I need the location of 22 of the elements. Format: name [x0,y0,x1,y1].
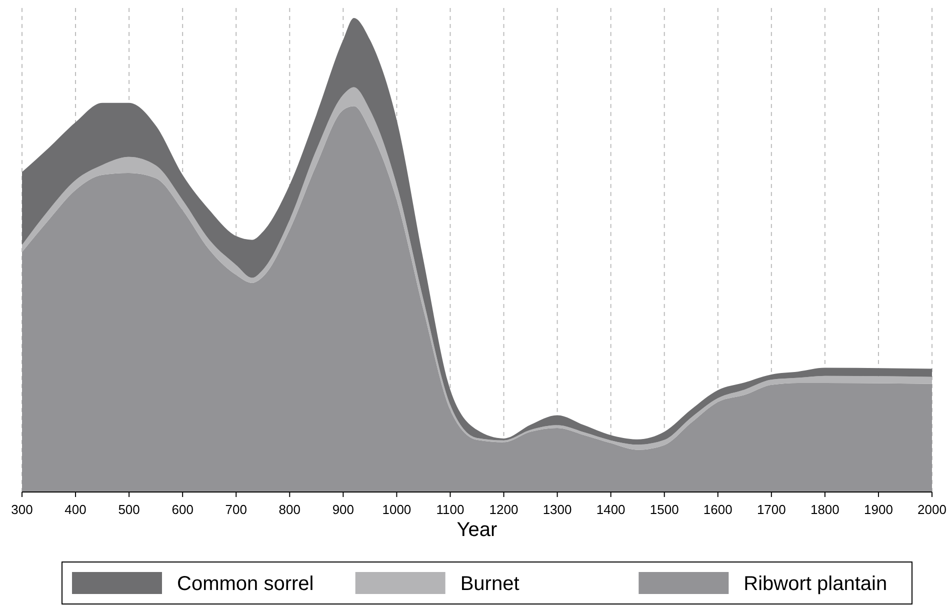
x-tick-label: 700 [225,502,247,517]
legend-label: Common sorrel [177,573,314,595]
legend-label: Burnet [460,573,520,595]
x-tick-label: 500 [118,502,140,517]
x-tick-label: 1300 [542,502,572,517]
x-tick-label: 800 [278,502,300,517]
x-tick-label: 900 [332,502,354,517]
x-tick-label: 400 [64,502,86,517]
x-tick-label: 300 [11,502,33,517]
x-tick-label: 1900 [864,502,893,517]
x-tick-label: 1200 [489,502,518,517]
legend-label: Ribwort plantain [744,573,888,595]
x-tick-label: 600 [172,502,194,517]
x-tick-label: 1700 [756,502,786,517]
x-tick-label: 1800 [810,502,840,517]
x-tick-label: 1600 [703,502,732,517]
x-tick-label: 1100 [436,502,464,517]
x-axis-title: Year [456,519,498,541]
x-tick-label: 1500 [650,502,679,517]
x-tick-label: 1400 [596,502,626,517]
x-tick-label: 2000 [918,502,946,517]
x-tick-label: 1000 [382,502,412,517]
